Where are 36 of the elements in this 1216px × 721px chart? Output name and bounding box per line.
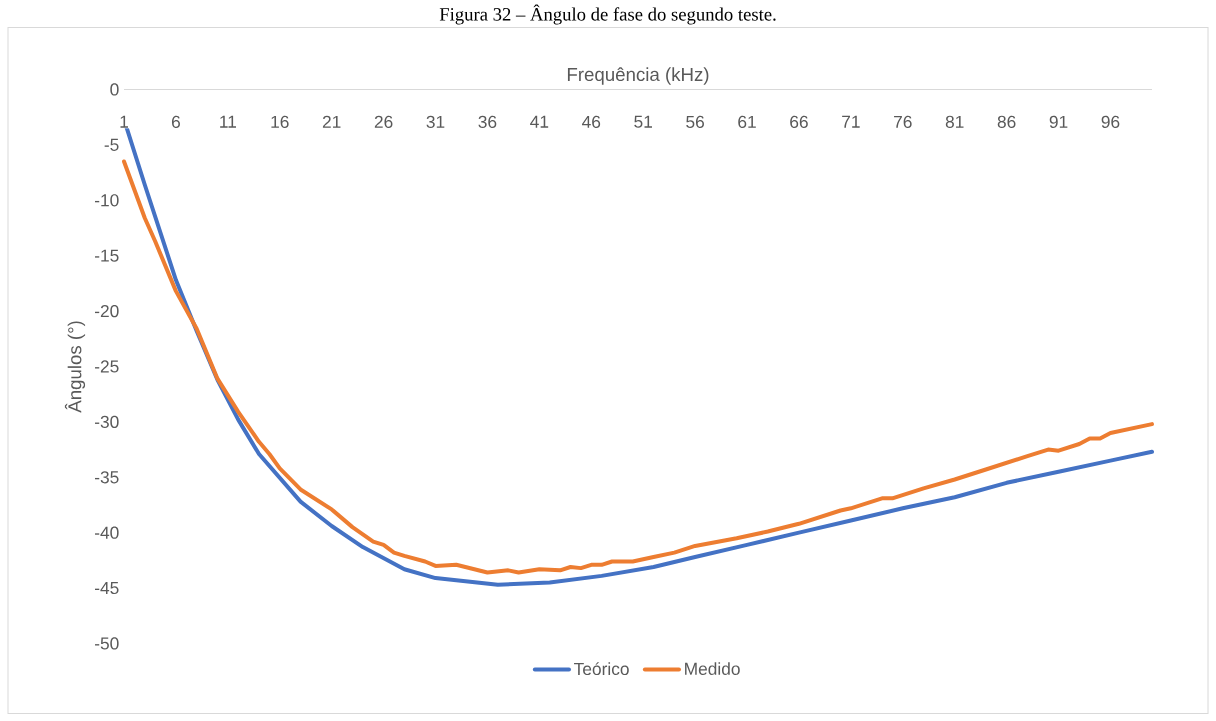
x-tick-label: 1 — [120, 115, 128, 128]
y-tick-label: -40 — [95, 526, 119, 539]
y-tick-label: -20 — [95, 304, 119, 317]
x-tick-label: 66 — [790, 115, 808, 128]
chart-title: Figura 32 – Ângulo de fase do segundo teste. — [439, 4, 776, 25]
legend-label: Teórico — [574, 661, 629, 675]
x-tick-label: 36 — [478, 115, 497, 128]
y-tick-label: 0 — [110, 83, 119, 96]
y-tick-label: -50 — [95, 637, 119, 650]
y-tick-label: -15 — [95, 249, 119, 262]
y-axis-title: Ângulos (°) — [64, 321, 86, 413]
x-tick-label: 96 — [1101, 115, 1120, 128]
x-tick-label: 76 — [894, 115, 912, 128]
y-tick-label: -5 — [104, 138, 119, 151]
x-tick-label: 26 — [374, 115, 393, 128]
legend-label: Medido — [685, 661, 740, 675]
x-tick-label: 46 — [582, 115, 601, 128]
x-tick-label: 71 — [842, 115, 860, 128]
x-axis-title: Frequência (kHz) — [567, 67, 709, 85]
y-tick-label: -35 — [95, 470, 119, 484]
x-tick-label: 51 — [634, 115, 652, 128]
y-tick-label: -45 — [95, 581, 119, 594]
x-tick-label: 21 — [322, 115, 341, 128]
x-tick-label: 41 — [530, 115, 549, 128]
y-tick-label: -25 — [95, 360, 119, 373]
x-tick-label: 91 — [1049, 115, 1068, 128]
y-tick-label: -10 — [95, 193, 119, 207]
y-tick-label: -30 — [95, 415, 119, 428]
x-tick-label: 56 — [686, 115, 704, 128]
x-tick-label: 16 — [271, 115, 289, 128]
x-tick-label: 81 — [945, 115, 964, 128]
x-tick-label: 6 — [171, 115, 180, 128]
x-tick-label: 61 — [738, 115, 756, 128]
x-tick-label: 31 — [426, 115, 445, 128]
x-tick-label: 86 — [997, 115, 1016, 128]
x-tick-label: 11 — [220, 115, 236, 128]
